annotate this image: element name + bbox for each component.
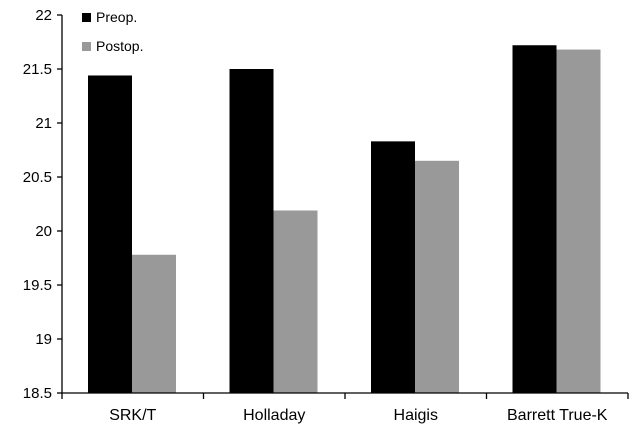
y-tick-label: 19.5 — [23, 277, 52, 294]
bar-preop-1 — [229, 69, 274, 393]
y-tick-label: 19 — [35, 331, 52, 348]
axes — [57, 14, 629, 399]
legend-swatch-preop — [82, 13, 91, 22]
legend: Preop. Postop. — [82, 9, 143, 54]
y-axis-tick-labels: 18.5 19 19.5 20 20.5 21 21.5 22 — [23, 7, 52, 402]
bar-postop-3 — [556, 49, 601, 394]
y-tick-label: 20 — [35, 223, 52, 240]
x-tick-label: Haigis — [394, 407, 438, 424]
y-tick-label: 20.5 — [23, 169, 52, 186]
x-tick-label: Holladay — [243, 407, 305, 424]
bar-preop-3 — [512, 45, 557, 394]
bars — [88, 45, 601, 394]
x-tick-label: SRK/T — [109, 407, 156, 424]
legend-label-postop: Postop. — [96, 38, 143, 54]
bar-postop-0 — [132, 254, 176, 393]
bar-preop-2 — [371, 141, 415, 393]
y-tick-label: 22 — [35, 7, 52, 24]
legend-label-preop: Preop. — [96, 9, 137, 25]
x-tick-label: Barrett True-K — [507, 407, 608, 424]
y-tick-label: 21.5 — [23, 61, 52, 78]
bar-postop-2 — [415, 160, 459, 393]
bar-preop-0 — [88, 75, 132, 393]
y-tick-label: 18.5 — [23, 385, 52, 402]
legend-swatch-postop — [82, 42, 91, 51]
x-axis-category-labels: SRK/T Holladay Haigis Barrett True-K — [109, 407, 608, 424]
bar-postop-1 — [273, 210, 318, 393]
y-tick-label: 21 — [35, 115, 52, 132]
